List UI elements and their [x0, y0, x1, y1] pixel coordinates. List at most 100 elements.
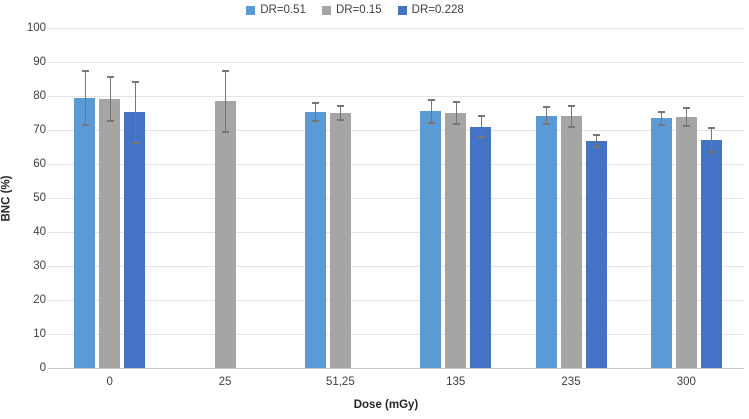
error-bar	[430, 100, 432, 123]
error-bar-cap-bottom	[568, 125, 575, 128]
bar	[99, 98, 121, 368]
error-bar	[340, 106, 342, 120]
x-tick-label: 51,25	[325, 376, 355, 388]
gridline	[48, 164, 744, 165]
error-bar-cap-top	[337, 105, 345, 108]
bar	[214, 101, 236, 368]
x-tick-label: 25	[218, 376, 232, 388]
gridline	[48, 266, 744, 267]
error-bar	[686, 107, 688, 127]
legend-swatch-icon	[397, 5, 407, 15]
error-bar-cap-top	[222, 69, 229, 72]
error-bar-cap-bottom	[683, 125, 691, 128]
error-bar	[711, 128, 713, 153]
error-bar	[134, 82, 136, 143]
gridline	[48, 96, 744, 97]
error-bar-cap-bottom	[222, 130, 229, 133]
error-bar-cap-bottom	[708, 151, 716, 154]
error-bar-cap-top	[568, 105, 575, 108]
error-bar-cap-bottom	[593, 145, 600, 148]
error-bar	[225, 70, 226, 132]
y-tick-label: 100	[26, 22, 46, 34]
bar	[700, 140, 722, 368]
error-bar-cap-bottom	[543, 123, 550, 126]
legend-item: DR=0.228	[397, 4, 464, 16]
bar	[470, 126, 492, 368]
error-bar	[480, 116, 482, 138]
error-bar	[571, 106, 572, 127]
error-bar-cap-top	[593, 134, 600, 137]
legend-swatch-icon	[246, 5, 256, 15]
error-bar-cap-top	[452, 101, 460, 104]
error-bar-cap-bottom	[131, 141, 139, 144]
x-axis-line	[48, 368, 744, 369]
error-bar-cap-bottom	[477, 136, 485, 139]
y-tick-label: 80	[33, 90, 46, 102]
x-tick-label: 135	[446, 376, 466, 388]
y-tick-label: 60	[33, 158, 46, 170]
gridline	[48, 300, 744, 301]
error-bar-cap-bottom	[81, 123, 89, 126]
error-bar-cap-top	[312, 102, 320, 105]
bar	[329, 113, 351, 368]
y-tick-label: 70	[33, 124, 46, 136]
error-bar	[84, 70, 86, 125]
y-tick-label: 30	[33, 260, 46, 272]
error-bar-cap-top	[543, 106, 550, 109]
error-bar-cap-top	[658, 110, 666, 113]
bar	[74, 97, 96, 368]
legend-item: DR=0.51	[246, 4, 306, 16]
x-tick-label: 0	[106, 376, 113, 388]
y-tick-label: 40	[33, 226, 46, 238]
error-bar-cap-bottom	[452, 122, 460, 125]
bar	[420, 111, 442, 368]
error-bar	[596, 135, 597, 147]
error-bar	[109, 76, 111, 121]
error-bar-cap-bottom	[658, 123, 666, 126]
error-bar-cap-top	[427, 99, 435, 102]
legend-label: DR=0.51	[260, 4, 306, 16]
legend-item: DR=0.15	[321, 4, 382, 16]
bar	[560, 116, 582, 368]
bar	[124, 112, 146, 368]
y-tick-label: 90	[33, 56, 46, 68]
error-bar-cap-top	[708, 127, 716, 130]
gridline	[48, 130, 744, 131]
bar	[535, 115, 557, 368]
chart-legend: DR=0.51 DR=0.15 DR=0.228	[0, 2, 710, 18]
y-tick-label: 10	[33, 328, 46, 340]
error-bar-cap-bottom	[427, 121, 435, 124]
x-tick-label: 235	[561, 376, 581, 388]
bar	[585, 140, 607, 368]
error-bar	[315, 103, 317, 121]
bar	[304, 111, 326, 368]
bar	[445, 113, 467, 368]
bar	[675, 117, 697, 368]
error-bar	[455, 102, 457, 124]
error-bar-cap-top	[477, 115, 485, 118]
gridline	[48, 232, 744, 233]
error-bar-cap-bottom	[337, 118, 345, 121]
error-bar-cap-top	[131, 81, 139, 84]
gridline	[48, 198, 744, 199]
y-tick-label: 0	[39, 362, 46, 374]
error-bar	[661, 111, 663, 125]
legend-label: DR=0.228	[411, 4, 464, 16]
legend-swatch-icon	[321, 5, 331, 15]
x-tick-label: 300	[676, 376, 696, 388]
gridline	[48, 62, 744, 63]
error-bar-cap-bottom	[106, 119, 114, 122]
y-tick-label: 20	[33, 294, 46, 306]
gridline	[48, 28, 744, 29]
error-bar-cap-top	[683, 106, 691, 109]
error-bar-cap-top	[106, 75, 114, 78]
gridline	[48, 334, 744, 335]
error-bar	[546, 107, 547, 125]
error-bar-cap-bottom	[312, 119, 320, 122]
bar	[650, 118, 672, 368]
legend-label: DR=0.15	[335, 4, 382, 16]
y-tick-label: 50	[33, 192, 46, 204]
x-axis-title: Dose (mGy)	[353, 399, 419, 411]
error-bar-cap-top	[81, 69, 89, 72]
